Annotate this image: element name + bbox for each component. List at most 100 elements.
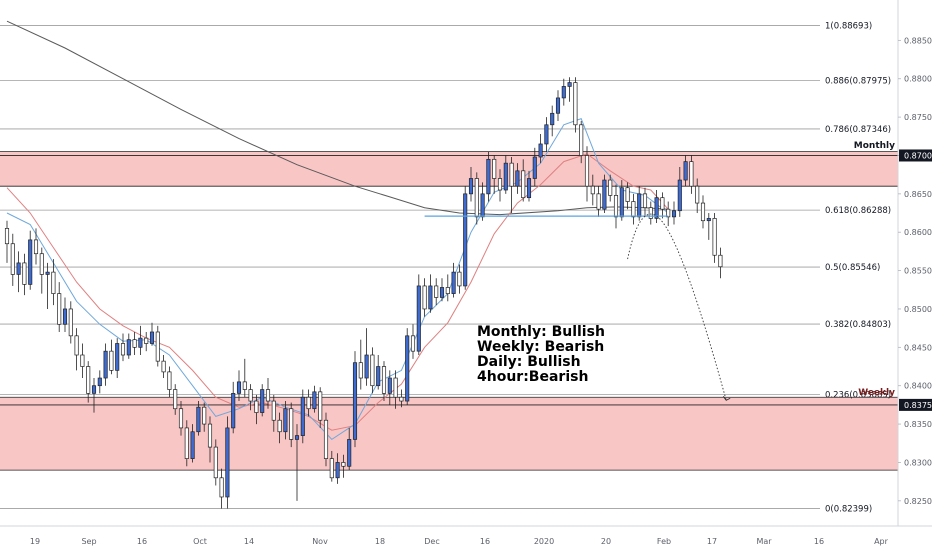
moving-average-slow [6, 20, 669, 216]
candle-body [62, 308, 68, 325]
candle [289, 402, 294, 448]
candle-body [196, 406, 201, 433]
candle [28, 230, 33, 290]
candle [178, 401, 184, 436]
candle [248, 384, 253, 411]
candle-body [434, 285, 439, 298]
fib-level-label: 1(0.88693) [825, 22, 872, 32]
candle-body [584, 155, 590, 187]
candle-body [590, 185, 595, 195]
candle-body [567, 82, 572, 87]
candle-body [399, 396, 404, 402]
candle [219, 468, 224, 509]
candle [538, 133, 543, 164]
candle [567, 77, 572, 102]
candle [422, 278, 427, 317]
candle-body [608, 179, 613, 196]
candle-body [231, 393, 236, 429]
candle [399, 389, 404, 408]
candle [654, 190, 659, 224]
candle [683, 155, 688, 187]
candle-body [225, 427, 230, 498]
candle [132, 331, 137, 356]
candle-body [155, 331, 160, 362]
time-axis[interactable]: 19 Sep 16 Oct 14 Nov 18 Dec 16 2020 20 Feb 17 Mar 16 Ap… [30, 537, 889, 546]
candle [376, 355, 381, 390]
candle-body [28, 239, 33, 285]
fib-level-label: 0.618(0.86288) [825, 206, 891, 216]
candle-body [381, 366, 387, 394]
time-tick-label: Nov [312, 537, 328, 546]
candles-layer [4, 77, 723, 509]
candle [149, 322, 155, 346]
candle [323, 412, 329, 467]
candle-body [16, 262, 21, 275]
time-tick-label: 2020 [534, 537, 554, 546]
candle [39, 247, 44, 294]
candle-body [39, 253, 44, 275]
price-label-box [899, 398, 932, 411]
candle [231, 381, 236, 434]
candle-body [45, 271, 50, 275]
candle [364, 328, 369, 386]
candle [660, 192, 665, 219]
candle [555, 90, 561, 121]
candle-body [521, 170, 526, 199]
candle [695, 178, 700, 214]
candle-body [323, 419, 329, 459]
candle-body [265, 389, 271, 402]
candle-body [341, 462, 346, 467]
time-tick-label: 16 [137, 537, 147, 546]
overlay-layer [424, 213, 731, 401]
candle [573, 77, 578, 133]
time-tick-label: Mar [756, 537, 772, 546]
candle [405, 328, 410, 405]
candle-body [242, 381, 247, 390]
time-tick-label: 16 [814, 537, 824, 546]
time-tick-label: 20 [601, 537, 611, 546]
candle-body [109, 350, 114, 371]
candle-body [260, 389, 265, 413]
candle [677, 166, 682, 217]
candle [236, 370, 242, 402]
candle [352, 351, 358, 448]
zone-label-weekly: Weekly [858, 388, 895, 398]
candle [492, 155, 497, 194]
candle-body [393, 377, 398, 398]
candle-body [352, 362, 358, 440]
candle [712, 213, 717, 263]
candle-body [132, 339, 137, 348]
candle-body [4, 228, 10, 245]
candle [521, 159, 526, 202]
candle-body [178, 408, 184, 429]
candle [706, 213, 711, 240]
candle-body [671, 210, 677, 218]
candle-body [10, 243, 15, 275]
candle-body [497, 178, 503, 191]
candle-body [544, 124, 549, 145]
candle-body [51, 271, 56, 294]
candle [283, 401, 288, 440]
candle [497, 169, 503, 202]
candle-body [468, 178, 474, 195]
candle [51, 259, 56, 306]
candle [468, 166, 474, 202]
candle [631, 193, 636, 225]
candle-body [405, 335, 410, 402]
candle-body [138, 337, 143, 348]
candle-body [387, 377, 392, 394]
candle-body [596, 193, 601, 210]
candle-body [347, 439, 352, 467]
annotation-daily-bias: Daily: Bullish [477, 354, 581, 370]
candle [602, 174, 607, 214]
time-tick-label: Apr [874, 537, 889, 546]
candle [115, 338, 120, 379]
candle-body [457, 271, 462, 287]
candle-body [416, 285, 421, 352]
candle-body [509, 162, 514, 187]
candle-body [207, 423, 213, 448]
